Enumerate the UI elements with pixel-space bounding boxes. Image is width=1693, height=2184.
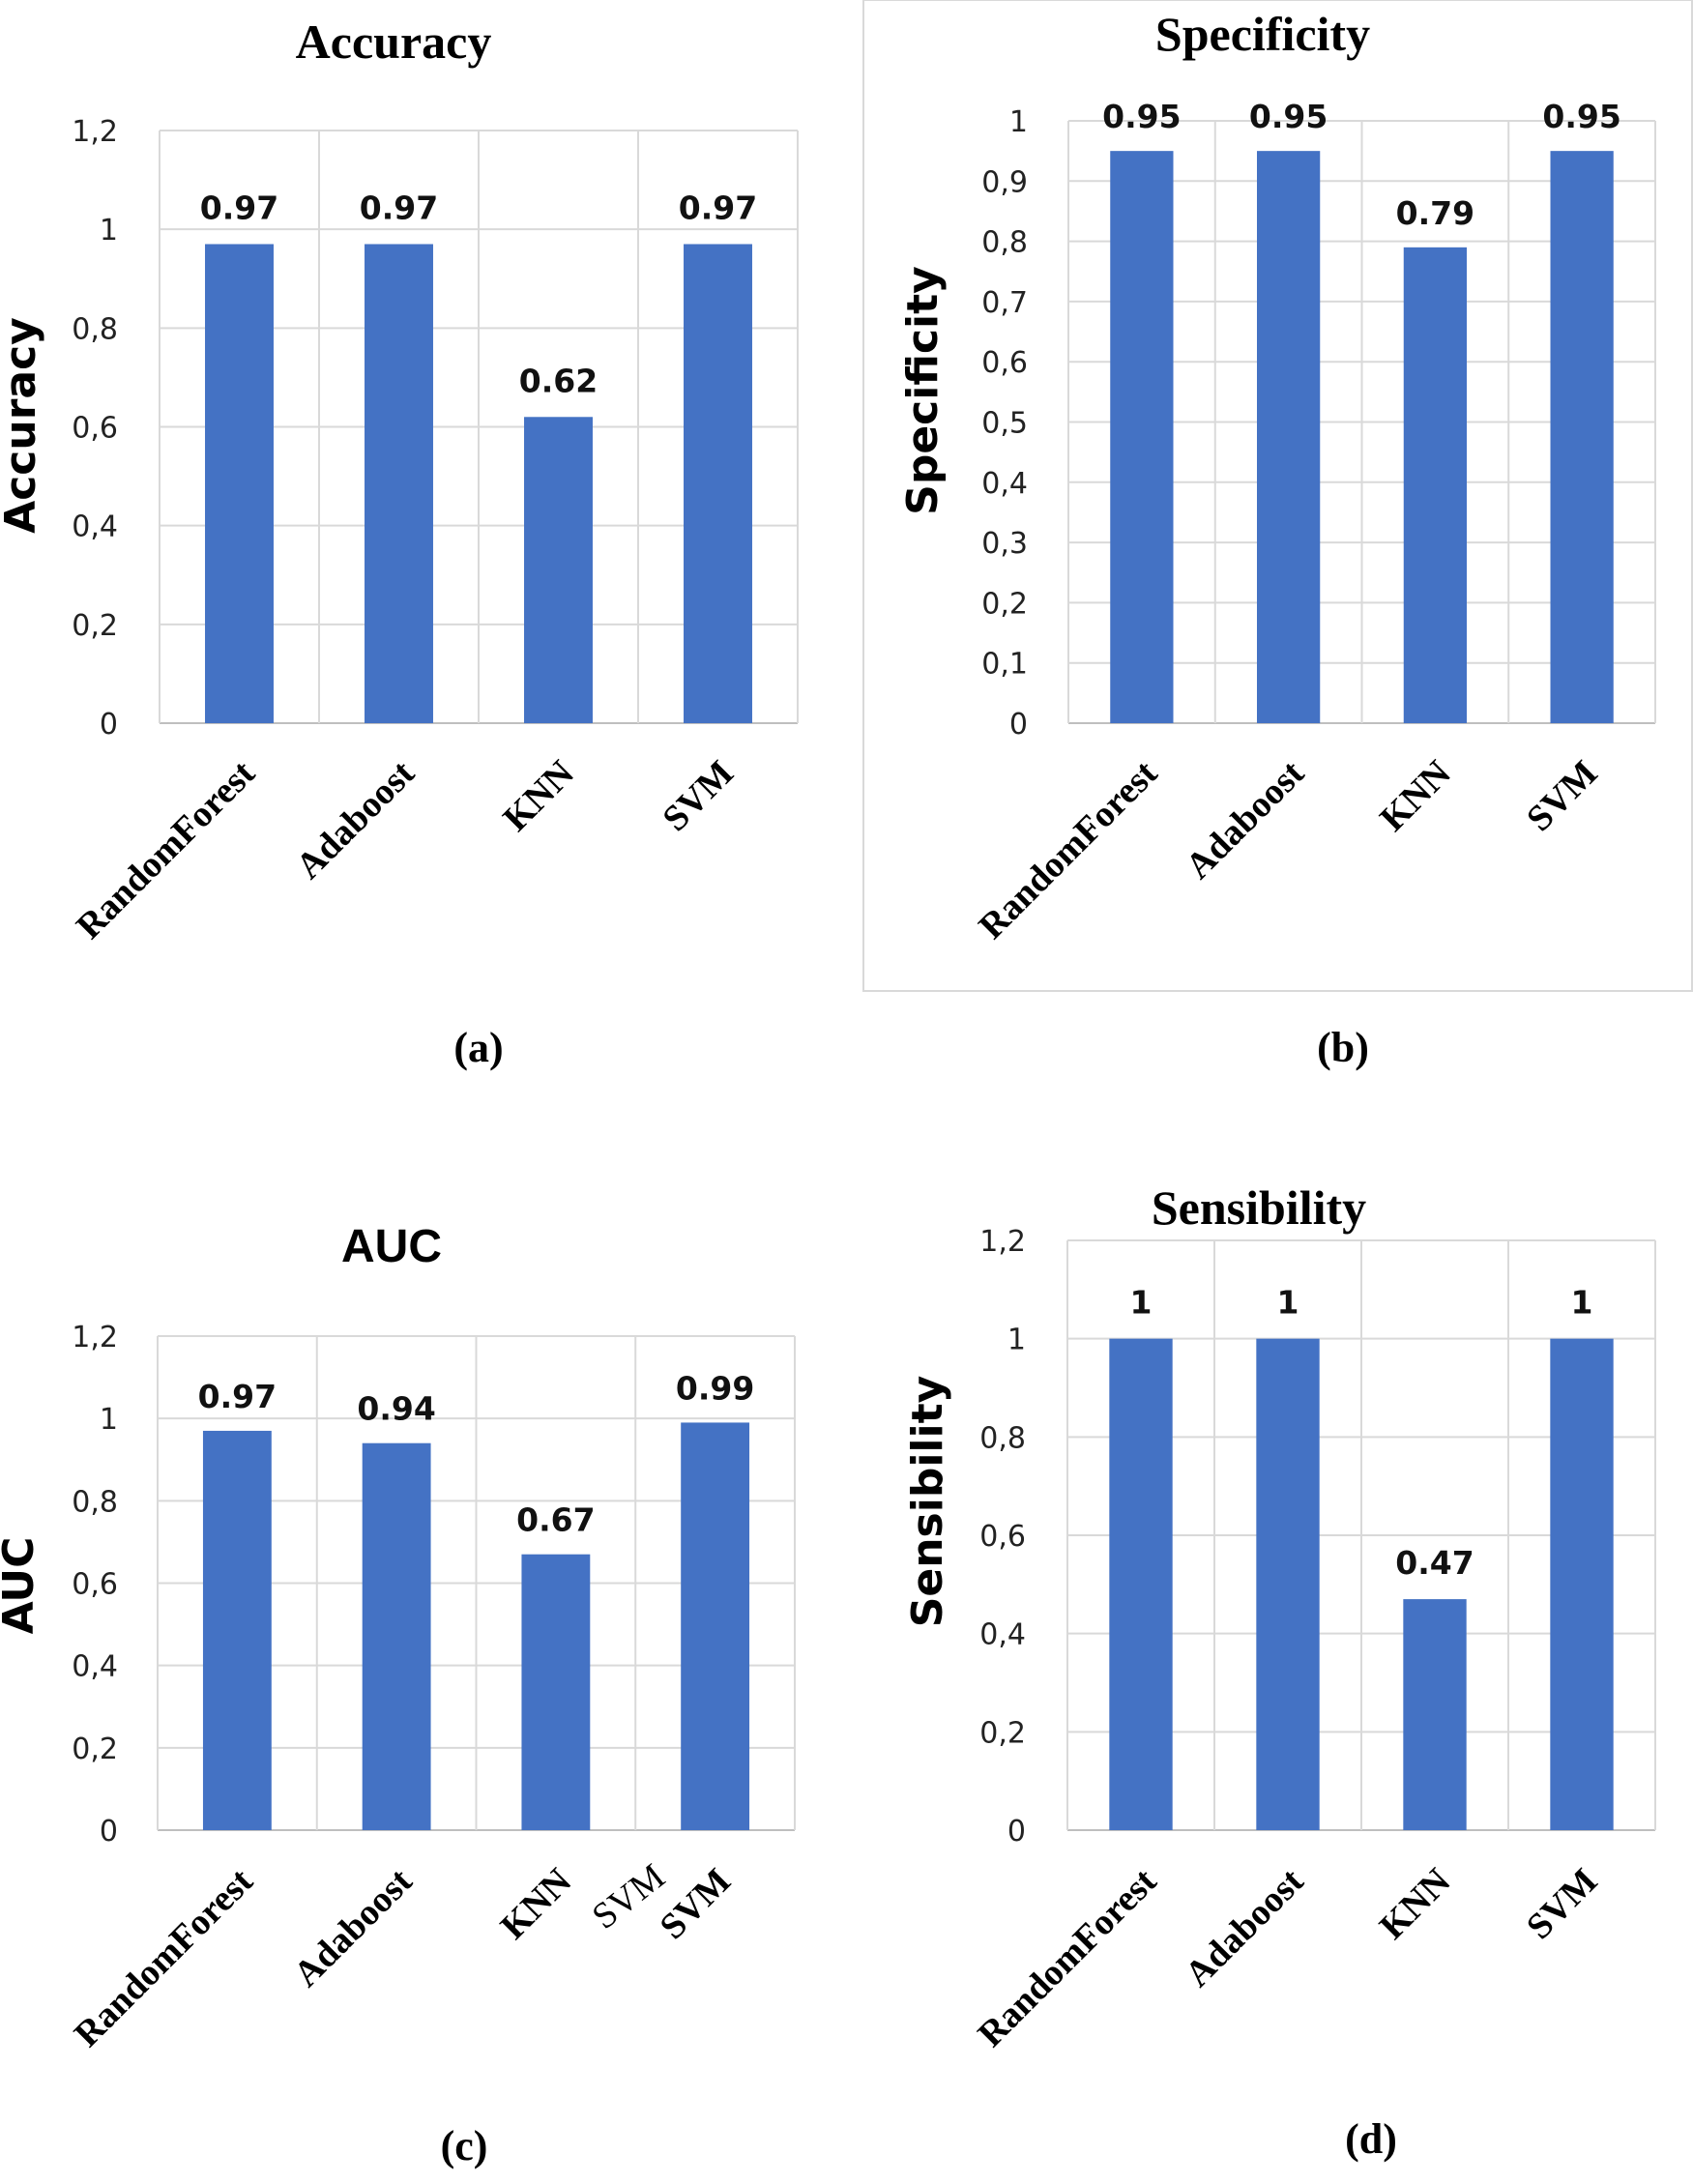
y-axis-label: AUC	[0, 1537, 44, 1635]
data-label: 0.99	[676, 1369, 754, 1407]
data-label: 0.95	[1542, 98, 1620, 135]
x-tick-label: KNN	[1372, 753, 1458, 839]
y-tick-label: 0,4	[981, 467, 1028, 501]
y-tick-label: 0,4	[72, 510, 118, 544]
data-label: 0.95	[1249, 98, 1328, 135]
y-tick-label: 0,9	[981, 165, 1028, 199]
y-tick-label: 0,4	[72, 1650, 118, 1684]
y-tick-label: 0,8	[72, 312, 118, 346]
chart-title: Sensibility	[1152, 1180, 1366, 1235]
chart-title: AUC	[341, 1221, 442, 1272]
x-tick-label: KNN	[495, 753, 581, 839]
bar-adaboost	[362, 1442, 431, 1830]
y-tick-label: 1,2	[72, 1321, 118, 1354]
chart-d: 0 0,2 0,4 0,6 0,8 1 1,2 1 RandomForest 1 Adaboost 0…	[903, 1180, 1656, 2163]
data-label: 0.94	[357, 1390, 435, 1428]
bar-randomforest	[1109, 1338, 1173, 1830]
y-tick-label: 0,8	[981, 226, 1028, 260]
bar-knn	[521, 1554, 591, 1830]
x-tick-label: Adaboost	[286, 1860, 421, 1995]
bar-svm	[681, 1422, 750, 1830]
x-tick-label: KNN	[1372, 1861, 1458, 1947]
x-tick-label: RandomForest	[971, 752, 1165, 946]
x-tick-label: SVM	[1519, 1861, 1605, 1947]
y-tick-label: 0,6	[72, 412, 118, 446]
y-tick-label: 0	[100, 1815, 118, 1849]
data-label: 0.62	[519, 362, 598, 399]
chart-b: 0 0,1 0,2 0,3 0,4 0,5 0,6 0,7 0,8 0,9 1 0.95 RandomF…	[862, 0, 1693, 1071]
chart-title: Accuracy	[296, 15, 492, 69]
bar-knn	[1403, 247, 1468, 723]
panel-caption: (a)	[453, 1024, 503, 1071]
x-tick-label: Adaboost	[1178, 752, 1312, 887]
bar-randomforest	[205, 244, 274, 723]
x-tick-label: RandomForest	[970, 1860, 1164, 2054]
y-tick-label: 1	[100, 214, 118, 248]
data-label: 1	[1277, 1284, 1299, 1322]
bar-svm	[684, 244, 752, 723]
bar-adaboost	[1256, 151, 1321, 723]
y-tick-label: 0,8	[72, 1485, 118, 1519]
x-tick-label: RandomForest	[69, 752, 263, 946]
y-tick-label: 0,5	[981, 407, 1028, 441]
data-label: 0.47	[1395, 1544, 1474, 1582]
y-tick-label: 0,4	[979, 1618, 1026, 1652]
y-tick-label: 1,2	[979, 1225, 1026, 1259]
bar-knn	[524, 417, 593, 723]
x-tick-label: KNN	[493, 1861, 579, 1947]
panel-caption: (d)	[1345, 2115, 1397, 2163]
y-tick-label: 1,2	[72, 115, 118, 149]
y-tick-label: 0,7	[981, 286, 1028, 320]
data-label: 0.79	[1396, 194, 1474, 232]
chart-title: Specificity	[1155, 7, 1370, 61]
y-tick-label: 0	[100, 708, 118, 742]
y-tick-label: 1	[100, 1403, 118, 1437]
data-label: 1	[1130, 1284, 1153, 1322]
y-tick-label: 0,2	[979, 1716, 1026, 1750]
y-axis-label: Specificity	[898, 266, 948, 515]
data-label: 0.95	[1102, 98, 1181, 135]
bar-adaboost	[1256, 1338, 1320, 1830]
data-label: 1	[1571, 1284, 1593, 1322]
y-tick-label: 0,8	[979, 1421, 1026, 1455]
data-label: 0.97	[679, 189, 757, 226]
x-tick-label: SVM	[1519, 753, 1605, 839]
bar-svm	[1550, 151, 1614, 723]
chart-c: 0 0,2 0,4 0,6 0,8 1 1,2 0.97 RandomForest 0.94 Ada…	[0, 1221, 796, 2169]
x-tick-label: RandomForest	[67, 1860, 261, 2054]
y-tick-label: 0,2	[72, 1733, 118, 1766]
y-tick-label: 1	[1009, 105, 1028, 139]
y-tick-label: 0	[1007, 1815, 1026, 1849]
x-tick-label: Adaboost	[1178, 1860, 1312, 1995]
y-tick-label: 0,6	[72, 1568, 118, 1602]
y-axis-label: Sensibility	[903, 1376, 952, 1628]
data-label: 0.97	[200, 189, 278, 226]
data-label: 0.97	[198, 1378, 277, 1415]
panel-caption: (b)	[1317, 1024, 1369, 1071]
chart-frame	[862, 0, 1693, 992]
bar-svm	[1550, 1338, 1614, 1830]
y-axis-label: Accuracy	[0, 317, 45, 534]
y-tick-label: 0,2	[72, 609, 118, 643]
chart-a: 0 0,2 0,4 0,6 0,8 1 1,2 0.97 RandomForest 0.97 Ada…	[0, 15, 799, 1071]
y-tick-label: 0,2	[981, 587, 1028, 621]
data-label: 0.67	[516, 1501, 595, 1539]
x-tick-label: SVM	[655, 753, 741, 839]
bar-randomforest	[1110, 151, 1174, 723]
y-tick-label: 0,6	[981, 346, 1028, 380]
x-tick-label: Adaboost	[288, 752, 423, 887]
y-tick-label: 0,6	[979, 1520, 1026, 1554]
y-tick-label: 1	[1007, 1324, 1026, 1357]
y-tick-label: 0	[1009, 708, 1028, 742]
data-label: 0.97	[360, 189, 438, 226]
bar-adaboost	[365, 244, 433, 723]
panel-caption: (c)	[441, 2122, 488, 2169]
y-tick-label: 0,3	[981, 527, 1028, 561]
bar-knn	[1403, 1599, 1467, 1830]
y-tick-label: 0,1	[981, 648, 1028, 682]
bar-randomforest	[202, 1430, 272, 1830]
x-tick-label: SVM	[653, 1861, 739, 1947]
